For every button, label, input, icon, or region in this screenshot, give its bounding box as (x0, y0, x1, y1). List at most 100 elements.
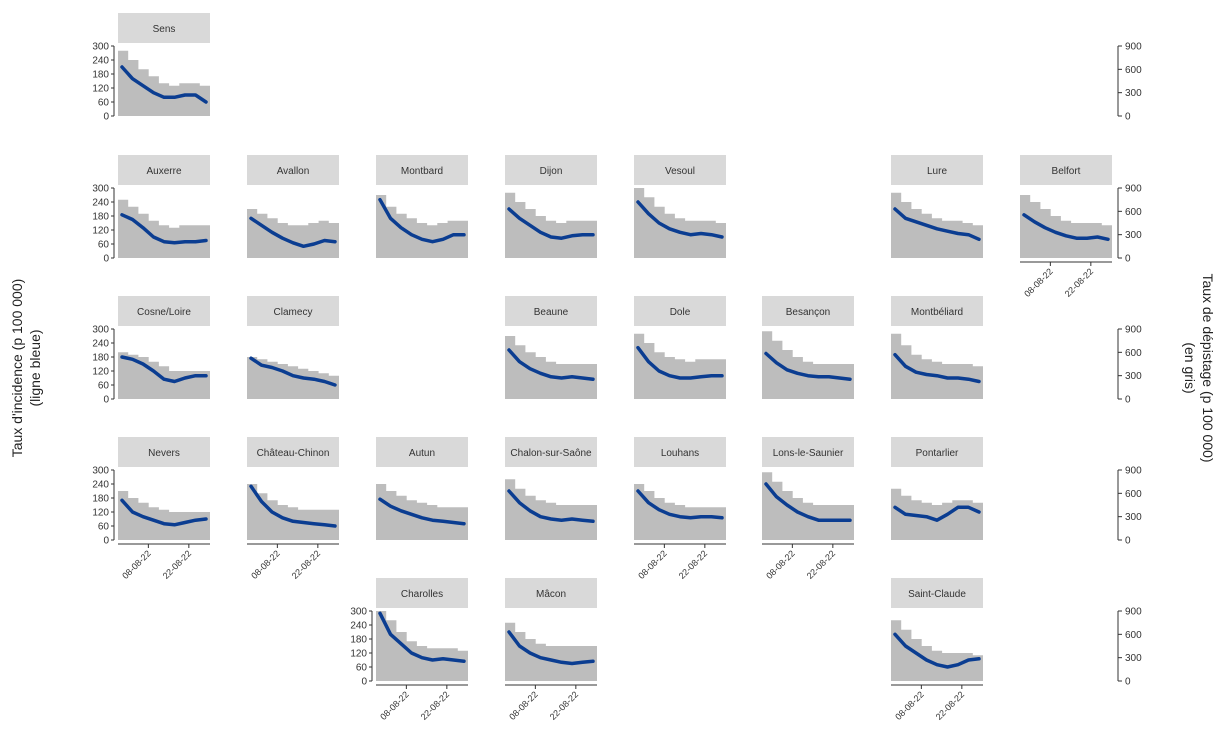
panel-belfort: Belfort (1020, 155, 1112, 258)
left-tick-label: 300 (92, 184, 109, 195)
incidence-line (378, 197, 466, 244)
right-axis-row-2: 0 300 600 900 (1117, 184, 1142, 265)
strip-background (118, 437, 210, 467)
x-tick-label: 08-08-22 (764, 548, 797, 581)
panel-title: Sens (153, 24, 176, 35)
left-axis-row-4: 0 60 120 180 240 300 (92, 466, 115, 547)
right-tick-label: 300 (1125, 512, 1142, 523)
incidence-line (249, 216, 337, 249)
strip-background (634, 437, 726, 467)
right-y-axes: 0 300 600 900 0 300 600 900 0 300 600 900 0 300 600 900… (1117, 42, 1142, 688)
strip-background (118, 296, 210, 326)
x-tick-label: 22-08-22 (548, 689, 581, 722)
x-axis-louhans: 08-08-22 22-08-22 (634, 543, 726, 581)
strip-background (762, 437, 854, 467)
right-axis-row-4: 0 300 600 900 (1117, 466, 1142, 547)
panel-dijon: Dijon (505, 155, 597, 258)
left-tick-label: 60 (98, 240, 110, 251)
right-tick-label: 900 (1125, 466, 1142, 477)
incidence-line (507, 207, 595, 240)
panel-lons-le-saunier: Lons-le-Saunier (762, 437, 854, 540)
left-tick-label: 60 (98, 522, 110, 533)
left-axis-row-2: 0 60 120 180 240 300 (92, 184, 115, 265)
panel-title: Autun (409, 448, 435, 459)
right-axis-title-line1: Taux de dépistage (p 100 000) (1200, 273, 1216, 462)
panel-autun: Autun (376, 437, 468, 540)
panel-title: Château-Chinon (257, 448, 330, 459)
strip-background (376, 578, 468, 608)
screening-area (762, 472, 854, 540)
panel-title: Charolles (401, 589, 443, 600)
screening-area (118, 199, 210, 258)
right-tick-label: 0 (1125, 677, 1131, 688)
left-tick-label: 60 (98, 98, 110, 109)
screening-area (891, 488, 983, 540)
incidence-line (636, 345, 724, 380)
left-tick-label: 0 (103, 536, 109, 547)
screening-area (376, 611, 468, 681)
left-axis-row-5: 0 60 120 180 240 300 (350, 607, 373, 688)
panel-dole: Dole (634, 296, 726, 399)
screening-area (634, 333, 726, 399)
left-tick-label: 300 (92, 325, 109, 336)
strip-background (891, 296, 983, 326)
right-tick-label: 600 (1125, 630, 1142, 641)
incidence-line (893, 505, 981, 522)
strip-background (247, 296, 339, 326)
x-axis-macon: 08-08-22 22-08-22 (505, 684, 597, 722)
left-axis-title-line2: (ligne bleue) (27, 329, 43, 406)
screening-area (891, 192, 983, 258)
left-tick-label: 60 (98, 381, 110, 392)
incidence-line (636, 489, 724, 520)
left-axis-row-1: 0 60 120 180 240 300 (92, 42, 115, 123)
incidence-line (249, 484, 337, 528)
strip-background (118, 155, 210, 185)
x-tick-label: 22-08-22 (290, 548, 323, 581)
incidence-line (120, 213, 208, 245)
panel-cosne-loire: Cosne/Loire (118, 296, 210, 399)
right-tick-label: 600 (1125, 207, 1142, 218)
right-tick-label: 900 (1125, 184, 1142, 195)
strip-background (505, 296, 597, 326)
right-tick-label: 900 (1125, 325, 1142, 336)
left-axis-row-3: 0 60 120 180 240 300 (92, 325, 115, 406)
strip-background (376, 437, 468, 467)
left-tick-label: 300 (92, 466, 109, 477)
panel-vesoul: Vesoul (634, 155, 726, 258)
panel-sens: Sens (118, 13, 210, 117)
strip-background (891, 155, 983, 185)
right-axis-row-5: 0 300 600 900 (1117, 607, 1142, 688)
x-tick-label: 08-08-22 (1022, 266, 1055, 299)
x-tick-label: 22-08-22 (161, 548, 194, 581)
strip-background (891, 578, 983, 608)
panel-title: Beaune (534, 307, 569, 318)
panel-montbard: Montbard (376, 155, 468, 258)
right-tick-label: 600 (1125, 489, 1142, 500)
panel-beaune: Beaune (505, 296, 597, 399)
right-tick-label: 0 (1125, 536, 1131, 547)
panel-title: Besançon (786, 307, 830, 318)
right-tick-label: 600 (1125, 348, 1142, 359)
right-tick-label: 0 (1125, 112, 1131, 123)
strip-background (247, 437, 339, 467)
screening-area (376, 195, 468, 258)
panel-saint-claude: Saint-Claude (891, 578, 983, 681)
x-tick-label: 08-08-22 (249, 548, 282, 581)
left-tick-label: 120 (92, 367, 109, 378)
left-tick-label: 180 (92, 353, 109, 364)
right-tick-label: 300 (1125, 230, 1142, 241)
panel-clamecy: Clamecy (247, 296, 339, 399)
strip-background (634, 296, 726, 326)
panel-title: Lure (927, 166, 947, 177)
left-tick-label: 0 (103, 395, 109, 406)
left-tick-label: 240 (350, 621, 367, 632)
x-axis-chateau-chinon: 08-08-22 22-08-22 (247, 543, 339, 581)
strip-background (891, 437, 983, 467)
screening-area (762, 331, 854, 399)
right-tick-label: 300 (1125, 88, 1142, 99)
x-axis-belfort: 08-08-22 22-08-22 (1020, 261, 1112, 299)
panel-title: Belfort (1052, 166, 1081, 177)
screening-area (505, 192, 597, 258)
